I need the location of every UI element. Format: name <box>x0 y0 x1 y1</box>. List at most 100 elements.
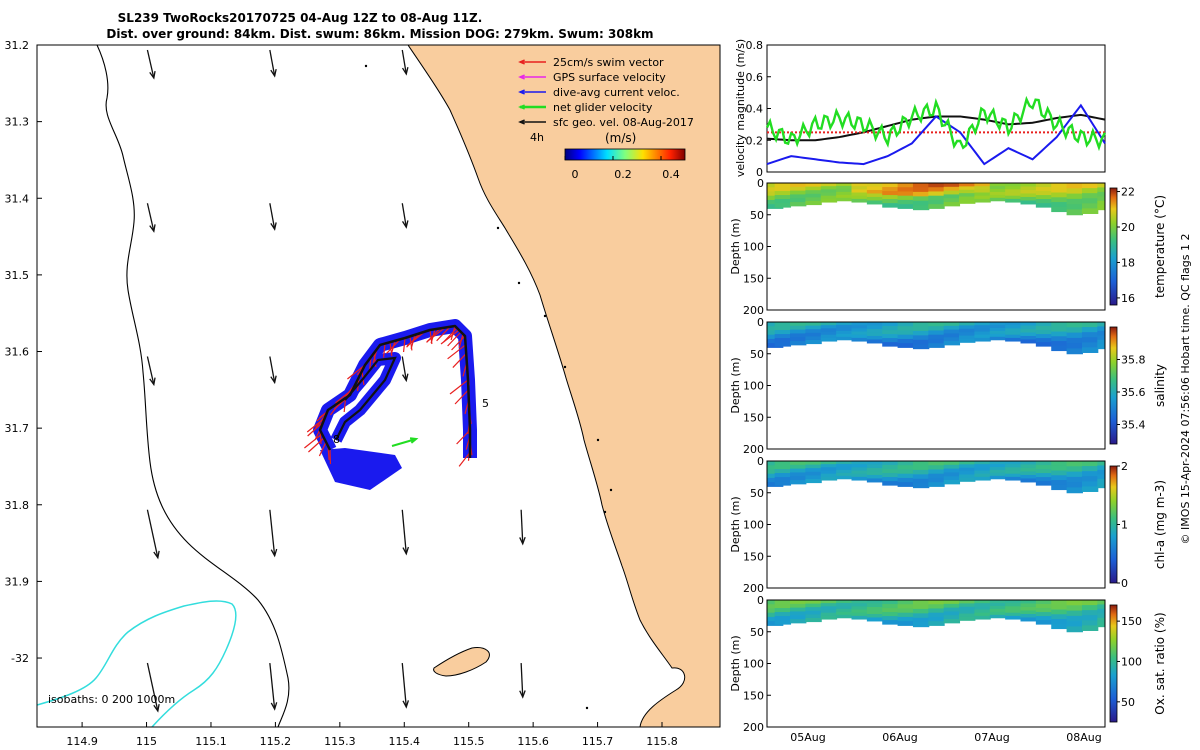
section-cell <box>882 326 899 331</box>
section-cell <box>1081 605 1099 611</box>
section-cell <box>959 183 976 187</box>
section-cell <box>943 480 961 485</box>
section-cell <box>1081 461 1099 467</box>
colorbar-tick: 0 <box>1121 577 1128 590</box>
section-cell <box>959 325 976 330</box>
section-cell <box>974 603 991 607</box>
section-cell <box>790 472 807 477</box>
section-cell <box>1035 600 1053 605</box>
section-cell <box>882 330 899 335</box>
section-cell <box>912 600 930 605</box>
figure-title: SL239 TwoRocks20170725 04-Aug 12Z to 08-… <box>118 11 483 25</box>
section-cell <box>928 473 945 479</box>
colorbar-tick-label: 0.2 <box>614 168 632 181</box>
section-cell <box>959 322 976 326</box>
legend-entry-dive_avg: dive-avg current veloc. <box>518 86 680 99</box>
sfc-arrow <box>269 509 278 558</box>
section-cell <box>1020 471 1037 476</box>
section-cell <box>1097 461 1105 466</box>
section-cell <box>1020 461 1037 465</box>
section-cell <box>774 322 792 327</box>
section-cell <box>805 329 822 334</box>
isobath-1000 <box>37 600 237 727</box>
section-cell <box>805 322 822 327</box>
section-cell <box>866 474 884 479</box>
legend-entry-sfc: sfc geo. vel. 08-Aug-2017 <box>518 116 694 129</box>
depth-tick: 150 <box>743 689 764 702</box>
velocity-panel: 0 0.2 0.4 0.6 0.8 velocity magnitude (m/s) <box>734 39 1107 179</box>
section-cell <box>866 461 884 465</box>
section-cell <box>959 332 976 337</box>
section-cell <box>851 600 868 604</box>
section-cell <box>974 461 991 465</box>
section-cell <box>897 334 914 340</box>
section-cell <box>912 205 930 211</box>
section-cell <box>912 322 930 327</box>
section-cell <box>897 477 914 483</box>
section-cell <box>1097 330 1105 336</box>
section-cell <box>943 194 961 199</box>
section-cell <box>974 186 991 190</box>
section-cell <box>1020 600 1037 604</box>
section-cell <box>959 471 976 476</box>
time-tick-label: 08Aug <box>1066 731 1101 744</box>
section-cell <box>989 183 1007 187</box>
section-cell <box>805 471 822 476</box>
section-cell <box>974 325 991 329</box>
colorbar-label: (m/s) <box>605 131 636 145</box>
section-cell <box>959 186 976 191</box>
colorbar-tick: 2 <box>1121 460 1128 473</box>
velocity-y-tick: 0.4 <box>746 103 764 116</box>
section-cell <box>851 603 868 607</box>
section-cell <box>959 477 976 482</box>
depth-tick: 50 <box>750 348 764 361</box>
section-cell <box>1081 203 1099 209</box>
section-cell <box>1005 476 1022 481</box>
colorbar-tick: 100 <box>1121 655 1142 668</box>
section-cell <box>820 189 838 194</box>
section-cell <box>989 466 1007 471</box>
section-cell <box>805 614 822 619</box>
section-cell <box>805 193 822 198</box>
section-cell <box>836 183 853 187</box>
depth-tick: 150 <box>743 550 764 563</box>
section-cell <box>1081 476 1099 482</box>
swim-vector <box>307 421 324 437</box>
section-cell <box>1097 474 1105 480</box>
section-cell <box>1097 600 1105 605</box>
section-cell <box>912 344 930 350</box>
speed-colorbar-ticks: 0 0.2 0.4 <box>564 156 680 181</box>
section-cell <box>897 183 914 188</box>
section-cell <box>790 461 807 466</box>
track-label: 5 <box>482 397 489 410</box>
section-cell <box>774 330 792 335</box>
section-cell <box>1005 606 1022 611</box>
section-cell <box>836 194 853 199</box>
depth-tick: 200 <box>743 582 764 595</box>
section-cell <box>836 191 853 196</box>
section-cell <box>1066 337 1083 344</box>
section-cell <box>882 473 899 478</box>
section-cell <box>1005 470 1022 475</box>
section-cell <box>882 338 899 343</box>
map-x-tick-label: 115 <box>136 735 157 748</box>
section-cell <box>959 193 976 198</box>
section-cell <box>1081 600 1099 606</box>
section-cell <box>1005 467 1022 472</box>
section-cell <box>897 473 914 479</box>
section-cell <box>912 617 930 623</box>
section-cell <box>882 608 899 613</box>
section-cell <box>882 604 899 609</box>
section-cell <box>820 331 838 336</box>
section-cell <box>1097 205 1105 211</box>
section-cell <box>866 335 884 340</box>
section-cell <box>897 343 914 348</box>
section-cell <box>1005 189 1022 194</box>
section-cell <box>805 478 822 484</box>
section-cell <box>989 327 1007 332</box>
section-cell <box>1097 469 1105 475</box>
section-cell <box>1005 322 1022 326</box>
section-cell <box>1066 466 1083 473</box>
section-cell <box>790 619 807 624</box>
colorbar-tick: 150 <box>1121 615 1142 628</box>
